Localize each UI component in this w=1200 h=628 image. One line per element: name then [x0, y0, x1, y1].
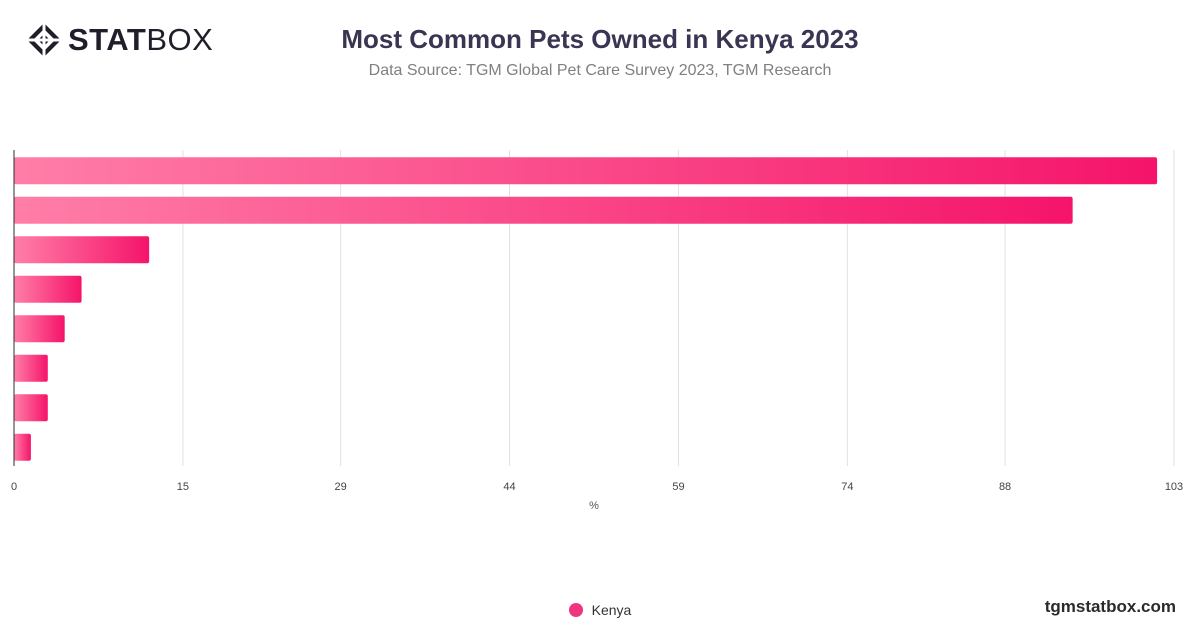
x-tick-label: 44: [503, 481, 515, 493]
statbox-logo: STATBOX: [26, 22, 213, 58]
bar-7[interactable]: [14, 394, 48, 422]
x-tick-label: 88: [999, 481, 1011, 493]
logo-box-text: BOX: [146, 22, 214, 57]
site-url: tgmstatbox.com: [1044, 597, 1176, 616]
legend-label: Kenya: [591, 602, 632, 618]
legend-marker-icon: [568, 603, 583, 617]
bar-3[interactable]: [14, 236, 150, 264]
logo-stat-text: STAT: [68, 22, 147, 57]
bar-8[interactable]: [14, 433, 31, 461]
x-tick-label: 15: [177, 481, 189, 493]
x-axis-label: %: [589, 500, 599, 512]
bar-6[interactable]: [14, 354, 48, 382]
bar-1[interactable]: [14, 157, 1158, 185]
bar-5[interactable]: [14, 315, 65, 343]
bars: [14, 157, 1158, 461]
legend[interactable]: Kenya: [0, 602, 1200, 618]
x-tick-label: 59: [672, 481, 684, 493]
x-tick-label: 74: [841, 481, 853, 493]
x-axis-ticks: 0 15 29 44 59 74 88 103: [11, 481, 1183, 493]
chart-subtitle: Data Source: TGM Global Pet Care Survey …: [368, 62, 832, 79]
logo-wordmark: STATBOX: [68, 22, 213, 58]
statbox-diamond-icon: [27, 23, 61, 57]
x-tick-label: 0: [11, 481, 17, 493]
x-tick-label: 29: [334, 481, 346, 493]
bar-2[interactable]: [14, 196, 1073, 224]
bar-4[interactable]: [14, 275, 82, 303]
chart-title: Most Common Pets Owned in Kenya 2023: [341, 24, 859, 54]
x-tick-label: 103: [1165, 481, 1183, 493]
